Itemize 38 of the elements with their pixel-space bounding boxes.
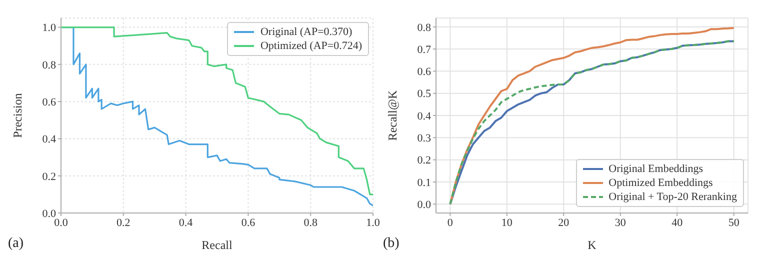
x-tick-label: 40 [672, 216, 684, 229]
y-tick-label: 0.0 [417, 199, 432, 212]
x-tick-label: 10 [501, 216, 513, 229]
legend-label: Original (AP=0.370) [260, 25, 352, 39]
x-tick-label: 50 [728, 216, 740, 229]
y-tick-label: 0.3 [417, 132, 432, 145]
y-tick-label: 1.0 [42, 22, 56, 34]
y-tick-label: 0.8 [417, 22, 432, 34]
y-tick-label: 0.4 [417, 110, 432, 122]
y-tick-label: 0.7 [417, 44, 432, 56]
text: (b) [383, 236, 400, 252]
y-tick-label: 0.6 [42, 96, 56, 108]
y-tick-label: 0.8 [42, 59, 56, 72]
x-tick-label: 0.0 [54, 216, 68, 229]
legend-label: Original Embeddings [608, 162, 704, 176]
y-tick-label: 0.6 [417, 66, 432, 78]
y-tick-label: 0.4 [42, 134, 56, 146]
x-tick-label: 0.8 [304, 216, 318, 229]
y-tick-label: 0.5 [417, 88, 432, 100]
x-tick-label: 20 [558, 216, 570, 229]
x-axis-title: K [588, 238, 597, 252]
legend-label: Optimized (AP=0.724) [260, 39, 362, 53]
y-tick-label: 0.0 [42, 208, 56, 220]
x-tick-label: 0.2 [116, 216, 130, 229]
x-tick-label: 0.4 [178, 216, 194, 229]
y-tick-label: 0.1 [417, 176, 431, 189]
y-axis-title: Precision [10, 93, 24, 138]
y-tick-label: 0.2 [417, 154, 431, 167]
x-tick-label: 1.0 [366, 216, 380, 229]
x-tick-label: 0.6 [241, 216, 256, 229]
x-axis-title: Recall [202, 238, 233, 252]
y-tick-label: 0.2 [42, 170, 56, 183]
x-tick-label: 0 [447, 216, 454, 229]
x-tick-label: 30 [614, 216, 626, 229]
legend-label: Original + Top-20 Reranking [608, 190, 737, 204]
y-axis-title: Recall@K [385, 90, 400, 141]
text: (a) [8, 236, 24, 252]
legend-label: Optimized Embeddings [608, 176, 713, 190]
